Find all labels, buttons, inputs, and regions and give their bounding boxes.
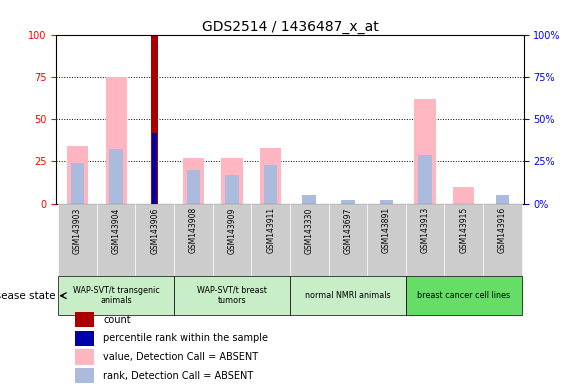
Bar: [221, 158, 243, 204]
Bar: [418, 154, 432, 204]
Bar: [75, 349, 93, 365]
Bar: [251, 204, 290, 276]
Bar: [174, 276, 290, 315]
Text: GSM143891: GSM143891: [382, 207, 391, 253]
Bar: [58, 204, 97, 276]
Text: GSM143697: GSM143697: [343, 207, 352, 253]
Bar: [414, 99, 436, 204]
Bar: [225, 175, 239, 204]
Bar: [444, 204, 483, 276]
Bar: [290, 204, 329, 276]
Text: rank, Detection Call = ABSENT: rank, Detection Call = ABSENT: [103, 371, 253, 381]
Text: GSM143911: GSM143911: [266, 207, 275, 253]
Bar: [367, 204, 406, 276]
Text: GSM143915: GSM143915: [459, 207, 468, 253]
Bar: [302, 195, 316, 204]
Bar: [151, 35, 158, 204]
Bar: [136, 204, 174, 276]
Bar: [58, 276, 174, 315]
Bar: [71, 163, 84, 204]
Text: value, Detection Call = ABSENT: value, Detection Call = ABSENT: [103, 352, 258, 362]
Bar: [75, 368, 93, 383]
Text: normal NMRI animals: normal NMRI animals: [305, 291, 391, 300]
Text: WAP-SVT/t breast
tumors: WAP-SVT/t breast tumors: [197, 286, 267, 305]
Text: GSM143916: GSM143916: [498, 207, 507, 253]
Bar: [495, 195, 509, 204]
Text: GSM143913: GSM143913: [421, 207, 430, 253]
Bar: [213, 204, 251, 276]
Bar: [329, 204, 367, 276]
Text: GSM143330: GSM143330: [305, 207, 314, 253]
Text: GSM143903: GSM143903: [73, 207, 82, 253]
Bar: [174, 204, 213, 276]
Bar: [67, 146, 88, 204]
Bar: [187, 170, 200, 204]
Bar: [406, 276, 522, 315]
Text: GSM143904: GSM143904: [111, 207, 120, 253]
Bar: [183, 158, 204, 204]
Text: disease state: disease state: [0, 291, 55, 301]
Bar: [97, 204, 136, 276]
Bar: [379, 200, 393, 204]
Text: WAP-SVT/t transgenic
animals: WAP-SVT/t transgenic animals: [73, 286, 159, 305]
Bar: [152, 132, 158, 204]
Text: percentile rank within the sample: percentile rank within the sample: [103, 333, 268, 343]
Bar: [105, 77, 127, 204]
Bar: [290, 276, 406, 315]
Bar: [75, 312, 93, 327]
Bar: [341, 200, 355, 204]
Text: count: count: [103, 315, 131, 325]
Bar: [453, 187, 475, 204]
Bar: [75, 331, 93, 346]
Bar: [109, 149, 123, 204]
Title: GDS2514 / 1436487_x_at: GDS2514 / 1436487_x_at: [202, 20, 378, 33]
Text: GSM143906: GSM143906: [150, 207, 159, 253]
Bar: [264, 165, 278, 204]
Text: GSM143909: GSM143909: [227, 207, 236, 253]
Text: breast cancer cell lines: breast cancer cell lines: [417, 291, 510, 300]
Text: GSM143908: GSM143908: [189, 207, 198, 253]
Bar: [483, 204, 522, 276]
Bar: [406, 204, 444, 276]
Bar: [260, 148, 282, 204]
